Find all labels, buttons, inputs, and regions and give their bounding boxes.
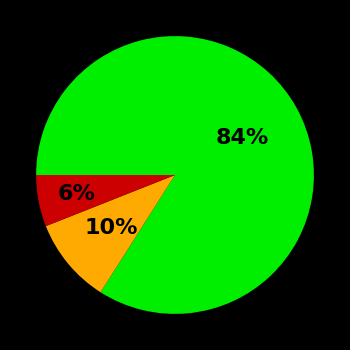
Wedge shape bbox=[36, 36, 314, 314]
Text: 84%: 84% bbox=[215, 128, 268, 148]
Text: 6%: 6% bbox=[58, 184, 96, 204]
Text: 10%: 10% bbox=[84, 218, 138, 238]
Wedge shape bbox=[46, 175, 175, 292]
Wedge shape bbox=[36, 175, 175, 226]
